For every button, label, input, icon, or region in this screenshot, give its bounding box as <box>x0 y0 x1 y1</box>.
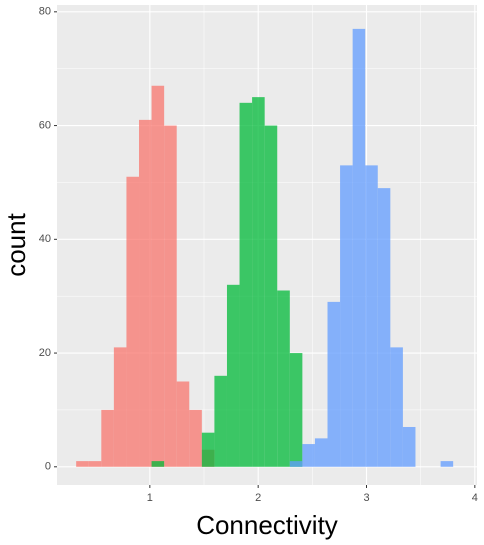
histogram-bar <box>302 444 315 467</box>
histogram-bar <box>289 461 303 467</box>
histogram-bar <box>88 461 102 467</box>
histogram-bar <box>176 381 190 467</box>
y-tick-label: 20 <box>39 347 51 359</box>
y-tick-label: 60 <box>39 119 51 131</box>
histogram-bar <box>139 119 152 467</box>
histogram-bar <box>151 461 165 467</box>
x-tick-label: 2 <box>255 492 261 504</box>
histogram-bar <box>402 426 416 467</box>
histogram-bar <box>214 375 227 467</box>
y-tick-label: 40 <box>39 233 51 245</box>
y-tick-label: 80 <box>39 6 51 18</box>
x-tick-label: 3 <box>363 492 369 504</box>
histogram-bar <box>239 102 253 467</box>
x-tick-label: 4 <box>472 492 478 504</box>
histogram-bar <box>226 284 240 467</box>
histogram-bar <box>113 347 127 467</box>
histogram-bar <box>76 461 89 467</box>
histogram-bar <box>340 165 353 467</box>
histogram-bar <box>327 301 341 467</box>
histogram-bar <box>264 125 278 467</box>
histogram-bar <box>440 461 454 467</box>
histogram-bar <box>314 438 328 467</box>
histogram-bar <box>390 347 403 467</box>
histogram-bar <box>164 125 177 467</box>
histogram-bar <box>377 188 391 467</box>
histogram-bar <box>126 176 140 467</box>
histogram-bar <box>365 165 378 467</box>
x-axis-title: Connectivity <box>196 510 338 540</box>
histogram-bar <box>289 353 303 467</box>
histogram-bar <box>252 97 265 467</box>
y-axis-title: count <box>1 212 31 276</box>
histogram-bar <box>352 28 366 467</box>
histogram-bar <box>201 432 215 467</box>
bars <box>76 28 454 467</box>
x-tick-label: 1 <box>147 492 153 504</box>
histogram-bar <box>151 85 165 467</box>
histogram-bar <box>189 409 202 467</box>
histogram-bar <box>277 290 290 467</box>
histogram-bar <box>101 409 114 467</box>
y-tick-label: 0 <box>45 461 51 473</box>
